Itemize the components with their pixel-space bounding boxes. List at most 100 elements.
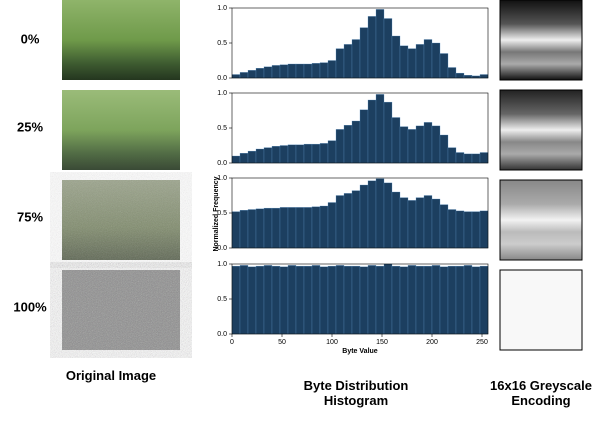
bar — [383, 18, 393, 79]
x-tick-label: 50 — [278, 339, 286, 346]
bar — [231, 155, 241, 164]
y-tick-label: 1.0 — [217, 5, 227, 12]
bar — [287, 207, 297, 249]
y-tick-label: 0.0 — [217, 75, 227, 82]
bar — [455, 265, 465, 335]
greyscale-encoding — [499, 269, 583, 351]
image-noise — [62, 180, 180, 260]
y-tick-label: 1.0 — [217, 261, 227, 268]
x-tick-label: 100 — [326, 339, 338, 346]
bar — [335, 265, 345, 335]
greyscale-encoding — [499, 89, 583, 171]
bar — [247, 266, 257, 335]
bar — [287, 265, 297, 335]
bar — [247, 209, 257, 249]
bar — [303, 265, 313, 335]
bar — [383, 182, 393, 249]
bar — [367, 265, 377, 335]
bar — [407, 265, 417, 335]
x-tick-label: 200 — [426, 339, 438, 346]
bar — [327, 60, 337, 79]
bar — [295, 265, 305, 335]
bar — [271, 265, 281, 335]
bar — [367, 16, 377, 79]
bar — [239, 265, 249, 335]
y-tick-label: 0.5 — [217, 40, 227, 47]
plot-frame — [231, 263, 489, 335]
y-tick-label: 0.5 — [217, 125, 227, 132]
bar — [295, 144, 305, 164]
bar — [263, 207, 273, 249]
column-label: Original Image — [65, 368, 157, 383]
bar — [359, 27, 369, 79]
bar — [351, 190, 361, 249]
y-tick-label: 0.0 — [217, 160, 227, 167]
row-label: 100% — [13, 299, 47, 314]
bar — [399, 197, 409, 249]
bar — [383, 263, 393, 335]
bar — [407, 48, 417, 79]
bar — [279, 266, 289, 335]
bar — [255, 148, 265, 164]
bar — [327, 202, 337, 249]
bar — [279, 64, 289, 79]
bar — [303, 143, 313, 164]
bar — [335, 195, 345, 249]
bar — [247, 70, 257, 79]
bar — [343, 44, 353, 79]
bar — [271, 207, 281, 249]
bar — [311, 206, 321, 249]
y-tick-label: 0.5 — [217, 296, 227, 303]
x-tick-label: 250 — [476, 339, 488, 346]
bar — [239, 72, 249, 79]
bar — [375, 94, 385, 164]
row-label: 25% — [17, 119, 43, 134]
plot-frame — [231, 7, 489, 79]
greyscale-encoding — [499, 0, 583, 81]
bar — [343, 125, 353, 164]
bar — [255, 208, 265, 249]
bar — [431, 265, 441, 335]
column-label: 16x16 Greyscale Encoding — [490, 378, 592, 408]
bar — [471, 153, 481, 164]
bar — [295, 63, 305, 79]
bar — [455, 210, 465, 249]
bar — [471, 75, 481, 79]
original-image — [62, 90, 180, 170]
bar — [423, 122, 433, 164]
bar — [255, 265, 265, 335]
bar — [415, 197, 425, 249]
bar — [471, 211, 481, 249]
bar — [247, 150, 257, 164]
bar — [271, 146, 281, 164]
bar — [351, 265, 361, 335]
x-tick-label: 0 — [230, 339, 234, 346]
bar — [407, 129, 417, 164]
bar — [375, 265, 385, 335]
bar — [359, 109, 369, 164]
bar — [463, 75, 473, 79]
bar — [263, 147, 273, 164]
bar — [455, 152, 465, 164]
bar — [367, 180, 377, 249]
bar — [359, 266, 369, 335]
bar — [391, 117, 401, 164]
bar — [303, 207, 313, 249]
y-tick-label: 0.0 — [217, 331, 227, 338]
bar — [447, 209, 457, 249]
bar — [479, 152, 489, 164]
bar — [383, 101, 393, 164]
bar — [239, 210, 249, 249]
bar — [319, 205, 329, 249]
bar — [359, 184, 369, 249]
bar — [399, 45, 409, 79]
original-image — [62, 0, 180, 80]
bar — [263, 265, 273, 335]
bar — [351, 39, 361, 79]
bar — [271, 65, 281, 79]
y-axis-label: Normalized Frequency — [213, 176, 220, 251]
bar — [311, 265, 321, 335]
bar — [239, 153, 249, 164]
y-tick-label: 1.0 — [217, 90, 227, 97]
bar — [463, 265, 473, 335]
